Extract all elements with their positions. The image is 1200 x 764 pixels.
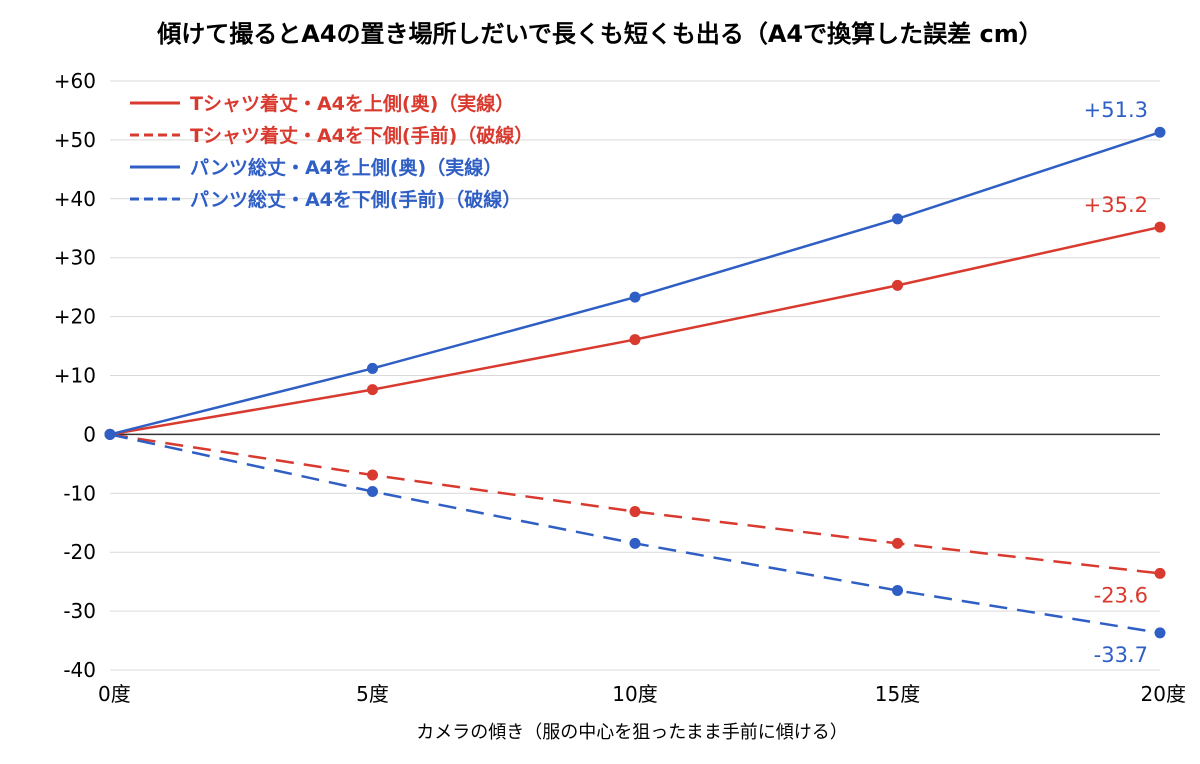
legend: Tシャツ着丈・A4を上側(奥)（実線） Tシャツ着丈・A4を下側(手前)（破線） パ…: [130, 92, 533, 211]
data-label: +51.3: [1084, 98, 1148, 122]
legend-label: パンツ総丈・A4を下側(手前)（破線）: [190, 188, 521, 211]
data-point: [892, 213, 903, 225]
data-point: [1154, 627, 1166, 639]
data-point: [1154, 126, 1166, 138]
series-line: [109, 433, 1161, 635]
data-point: [367, 384, 378, 396]
data-point: [367, 362, 378, 374]
y-tick-label: +30: [54, 246, 96, 270]
legend-label: Tシャツ着丈・A4を上側(奥)（実線）: [190, 92, 514, 115]
y-tick-label: 0: [83, 422, 96, 446]
y-tick-label: +40: [54, 187, 96, 211]
data-point: [367, 486, 378, 498]
data-point: [629, 506, 641, 518]
data-point: [1154, 221, 1166, 233]
x-tick-label: 20度: [1141, 682, 1186, 706]
x-tick-label: 15度: [875, 682, 920, 706]
y-tick-label: +50: [54, 128, 96, 152]
legend-label: Tシャツ着丈・A4を下側(手前)（破線）: [190, 124, 533, 147]
data-point: [1154, 567, 1166, 579]
data-point: [104, 428, 116, 440]
x-tick-label: 0度: [98, 682, 131, 706]
x-axis-label: カメラの傾き（服の中心を狙ったまま手前に傾ける）: [416, 722, 847, 743]
data-point: [892, 279, 903, 291]
y-tick-label: +20: [54, 305, 96, 329]
data-label: +35.2: [1084, 193, 1148, 217]
data-point: [892, 584, 903, 596]
grid-lines: [110, 80, 1160, 671]
data-point: [629, 537, 641, 549]
y-tick-label: +10: [54, 364, 96, 388]
y-tick-label: -10: [63, 481, 96, 505]
y-tick-label: -30: [63, 599, 96, 623]
data-label: -23.6: [1094, 583, 1148, 607]
data-point: [629, 291, 641, 303]
data-point: [629, 334, 641, 346]
x-tick-label: 10度: [612, 682, 657, 706]
y-tick-label: -40: [63, 658, 96, 682]
data-label: -33.7: [1094, 643, 1148, 667]
series-line: [109, 433, 1161, 575]
series-lines: +35.2 -23.6 +51.3 -33.7: [104, 98, 1166, 667]
legend-label: パンツ総丈・A4を上側(奥)（実線）: [190, 156, 502, 179]
data-point: [367, 469, 378, 481]
chart-title: 傾けて撮るとA4の置き場所しだいで長くも短くも出る（A4で換算した誤差 cm）: [156, 20, 1042, 48]
x-tick-label: 5度: [356, 682, 389, 706]
y-tick-label: -20: [63, 540, 96, 564]
y-tick-label: +60: [54, 69, 96, 93]
data-point: [892, 537, 903, 549]
